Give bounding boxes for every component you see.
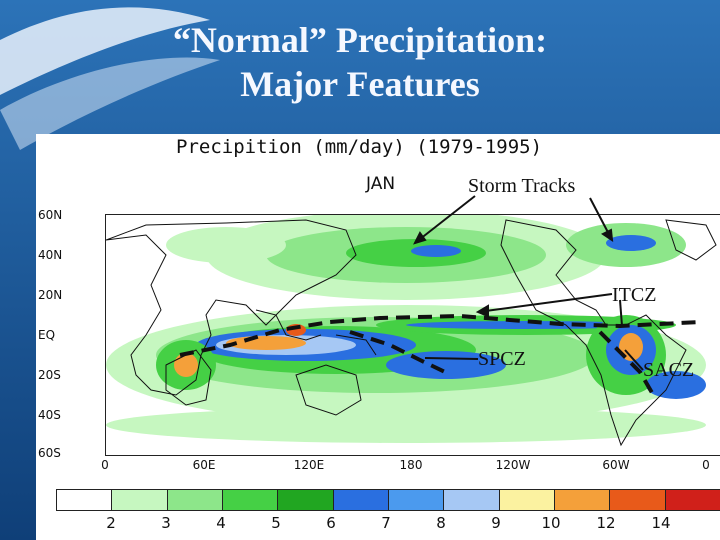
lat-label: 40N [38,248,63,262]
legend-label: 12 [596,514,616,532]
figure-month: JAN [366,174,396,194]
annotation-storm-tracks: Storm Tracks [468,175,576,197]
lon-label: 120W [495,458,531,472]
slide-title-line2: Major Features [240,64,480,104]
lon-label: 60W [602,458,630,472]
lat-label: 60N [38,208,63,222]
continent-outlines [106,219,717,447]
legend-label: 14 [651,514,671,532]
lon-label: 60E [192,458,216,472]
annotation-itcz: ITCZ [612,284,657,306]
lat-label: 40S [38,408,61,422]
convergence-zone-lines [179,313,701,399]
annotation-sacz: SACZ [643,359,695,381]
lon-label: 180 [399,458,423,472]
figure-title: Precipition (mm/day) (1979-1995) [176,136,543,158]
legend-label: 3 [161,514,171,532]
legend-label: 8 [436,514,446,532]
slide-title-line1: “Normal” Precipitation: [172,20,548,60]
legend-label: 4 [216,514,226,532]
legend-label: 9 [491,514,501,532]
lon-label: 0 [101,458,109,472]
legend-label: 5 [271,514,281,532]
annotation-arrows [413,195,644,371]
color-legend [56,489,720,511]
slide-title: “Normal” Precipitation: Major Features [0,18,720,106]
lat-label: EQ [38,328,56,342]
annotation-spcz: SPCZ [478,348,526,370]
legend-label: 6 [326,514,336,532]
lat-label: 60S [38,446,61,460]
lat-label: 20S [38,368,61,382]
lon-label: 0 [702,458,710,472]
legend-label: 10 [541,514,561,532]
legend-label: 2 [106,514,116,532]
lat-label: 20N [38,288,63,302]
lon-label: 120E [293,458,325,472]
legend-label: 7 [381,514,391,532]
precipitation-map [105,214,720,456]
